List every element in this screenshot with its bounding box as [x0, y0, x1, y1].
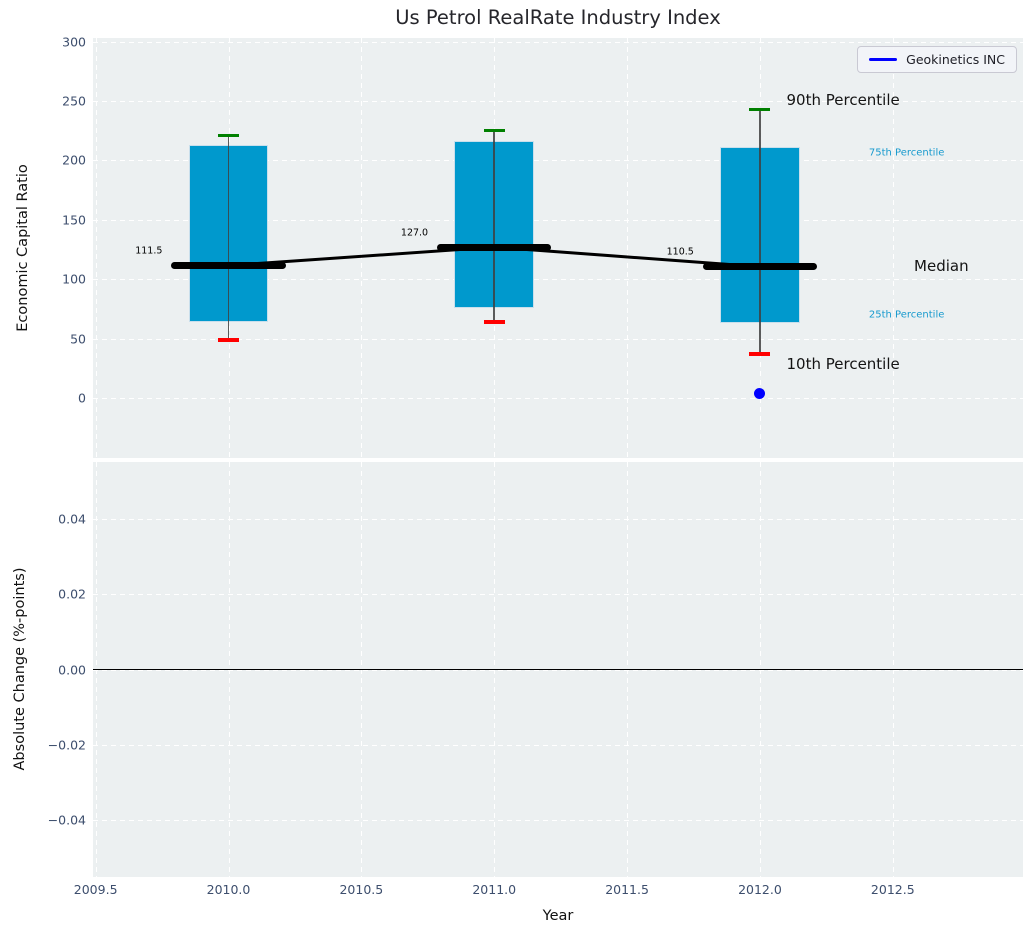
x-axis-ticks: 2009.5 2010.0 2010.5 2011.0 2011.5 2012.0 2012…	[74, 882, 1023, 902]
y-tick-label: 0.02	[58, 586, 86, 602]
zero-line	[93, 668, 1023, 671]
gridline-horizontal	[93, 100, 1023, 102]
p90-cap	[749, 107, 771, 112]
median-value-label: 111.5	[135, 245, 163, 257]
median-value-label: 110.5	[666, 246, 694, 258]
top-y-axis-label: Economic Capital Ratio	[15, 164, 31, 332]
x-axis-label: Year	[542, 908, 574, 924]
gridline-vertical	[627, 38, 629, 458]
y-tick-label: 0.00	[58, 662, 86, 677]
whisker-line	[493, 130, 495, 322]
company-data-point	[754, 387, 766, 399]
annotation-25th-percentile: 25th Percentile	[868, 309, 945, 321]
median-marker	[437, 243, 552, 251]
median-marker	[702, 263, 818, 271]
bottom-plot	[93, 462, 1023, 877]
gridline-horizontal	[93, 819, 1023, 821]
y-tick-label: 0.04	[58, 511, 86, 527]
gridline-vertical	[892, 38, 894, 458]
annotation-75th-percentile: 75th Percentile	[868, 147, 945, 159]
annotation-10th-percentile: 10th Percentile	[786, 354, 900, 373]
x-tick-label: 2011.5	[605, 882, 649, 897]
whisker-line	[759, 109, 761, 355]
y-tick-label: 0	[78, 390, 86, 406]
legend-label: Geokinetics INC	[906, 52, 1005, 67]
p10-cap	[218, 338, 239, 342]
bottom-y-axis-ticks: 0.04 0.02 0.00 −0.02 −0.04	[0, 462, 86, 877]
x-tick-label: 2010.5	[339, 882, 384, 897]
gridline-vertical	[361, 38, 363, 458]
chart-title: Us Petrol RealRate Industry Index	[395, 6, 721, 29]
p10-cap	[483, 320, 505, 324]
y-tick-label: 50	[70, 331, 86, 347]
legend: Geokinetics INC	[857, 46, 1017, 73]
gridline-horizontal	[93, 519, 1023, 521]
gridline-horizontal	[93, 594, 1023, 596]
top-plot: 111.5 127.0 110.5 90th Percentile 75th Perce…	[93, 38, 1023, 458]
top-y-axis-ticks: 300 250 200 150 100 50 0	[0, 34, 86, 458]
y-tick-label: −0.04	[47, 812, 86, 828]
annotation-median: Median	[914, 257, 969, 276]
y-tick-label: 100	[62, 271, 86, 287]
gridline-horizontal	[93, 160, 1023, 162]
median-value-label: 127.0	[400, 227, 429, 239]
legend-line-icon	[869, 58, 898, 61]
gridline-horizontal	[93, 338, 1023, 340]
y-tick-label: 300	[62, 34, 86, 50]
x-tick-label: 2012.5	[870, 882, 915, 897]
gridline-horizontal	[93, 41, 1023, 43]
y-tick-label: 200	[62, 152, 86, 168]
gridline-horizontal	[93, 398, 1023, 399]
p90-cap	[483, 128, 505, 133]
x-tick-label: 2011.0	[472, 882, 517, 897]
y-tick-label: 150	[62, 212, 86, 228]
median-marker	[171, 262, 286, 270]
p90-cap	[218, 133, 239, 138]
gridline-horizontal	[93, 744, 1023, 746]
p10-cap	[749, 352, 771, 356]
y-tick-label: 250	[62, 93, 86, 109]
y-tick-label: −0.02	[47, 737, 86, 753]
gridline-vertical	[95, 38, 97, 458]
x-tick-label: 2012.0	[738, 882, 782, 897]
whisker-line	[227, 135, 230, 340]
x-tick-label: 2009.5	[73, 882, 118, 897]
gridline-horizontal	[93, 279, 1023, 281]
annotation-90th-percentile: 90th Percentile	[786, 90, 900, 109]
bottom-y-axis-label: Absolute Change (%-points)	[12, 567, 28, 771]
x-tick-label: 2010.0	[206, 882, 251, 897]
gridline-horizontal	[93, 219, 1023, 221]
